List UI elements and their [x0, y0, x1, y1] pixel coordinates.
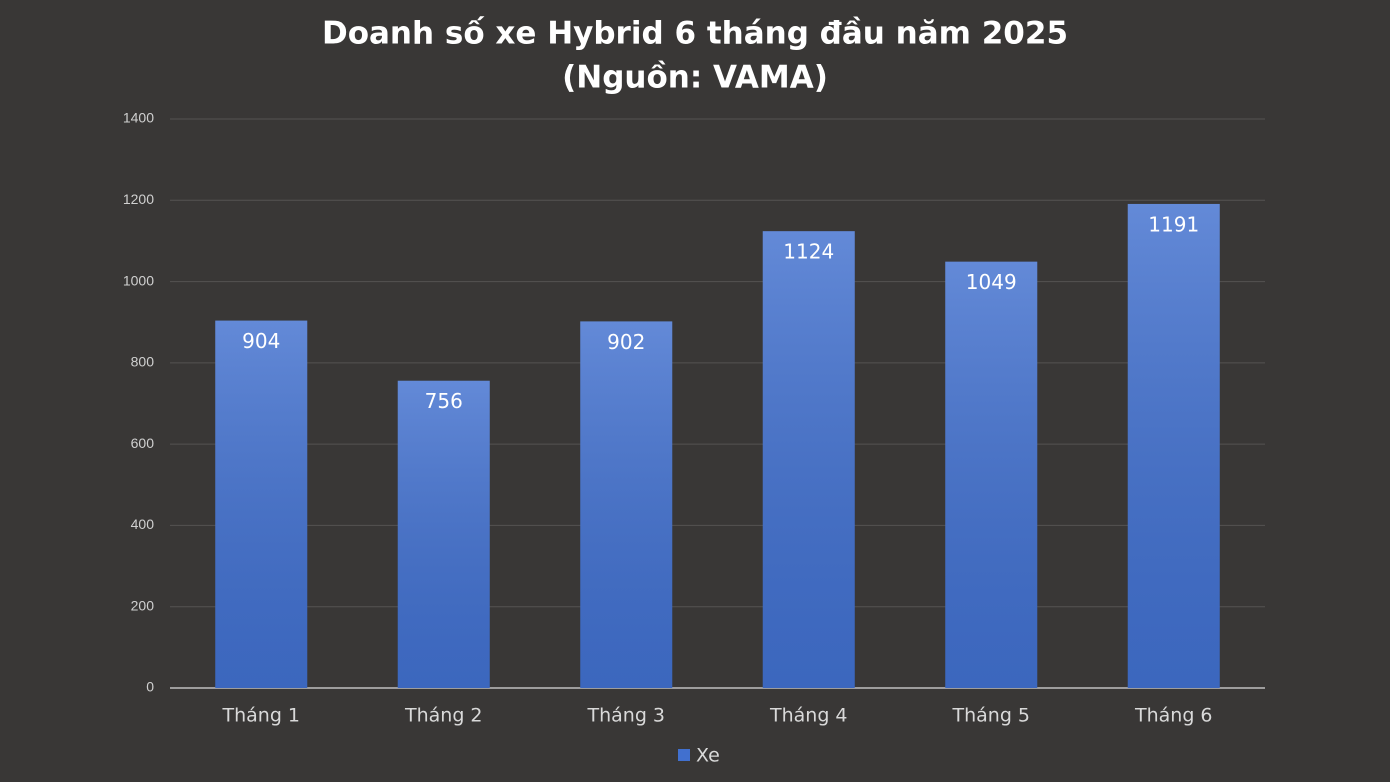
- x-tick-label: Tháng 5: [951, 705, 1030, 727]
- value-label: 902: [607, 330, 645, 354]
- bar-shade: [762, 231, 855, 688]
- bar-shade: [945, 261, 1038, 688]
- legend-label: Xe: [696, 745, 720, 767]
- chart-title: Doanh số xe Hybrid 6 tháng đầu năm 2025: [322, 16, 1068, 52]
- value-label: 1191: [1148, 212, 1199, 236]
- x-tick-label: Tháng 1: [221, 705, 300, 727]
- bar-shade: [397, 380, 490, 688]
- value-label: 904: [242, 329, 280, 353]
- y-tick-label: 1400: [123, 110, 154, 126]
- value-label: 1124: [783, 240, 834, 264]
- bar-shade: [215, 320, 308, 688]
- y-tick-label: 1000: [123, 272, 154, 288]
- y-tick-label: 1200: [123, 191, 154, 207]
- bar-shade: [580, 321, 673, 688]
- y-tick-label: 800: [131, 354, 155, 370]
- chart-subtitle: (Nguồn: VAMA): [562, 60, 828, 96]
- legend-swatch: [678, 749, 690, 761]
- y-tick-label: 600: [131, 435, 155, 451]
- x-tick-label: Tháng 6: [1134, 705, 1213, 727]
- bar-shade: [1127, 203, 1220, 688]
- x-tick-label: Tháng 2: [404, 705, 483, 727]
- x-tick-label: Tháng 3: [586, 705, 665, 727]
- x-tick-label: Tháng 4: [769, 705, 848, 727]
- value-label: 1049: [966, 270, 1017, 294]
- y-tick-label: 0: [146, 679, 154, 695]
- value-label: 756: [425, 389, 463, 413]
- y-tick-label: 400: [131, 516, 155, 532]
- y-tick-label: 200: [131, 597, 155, 613]
